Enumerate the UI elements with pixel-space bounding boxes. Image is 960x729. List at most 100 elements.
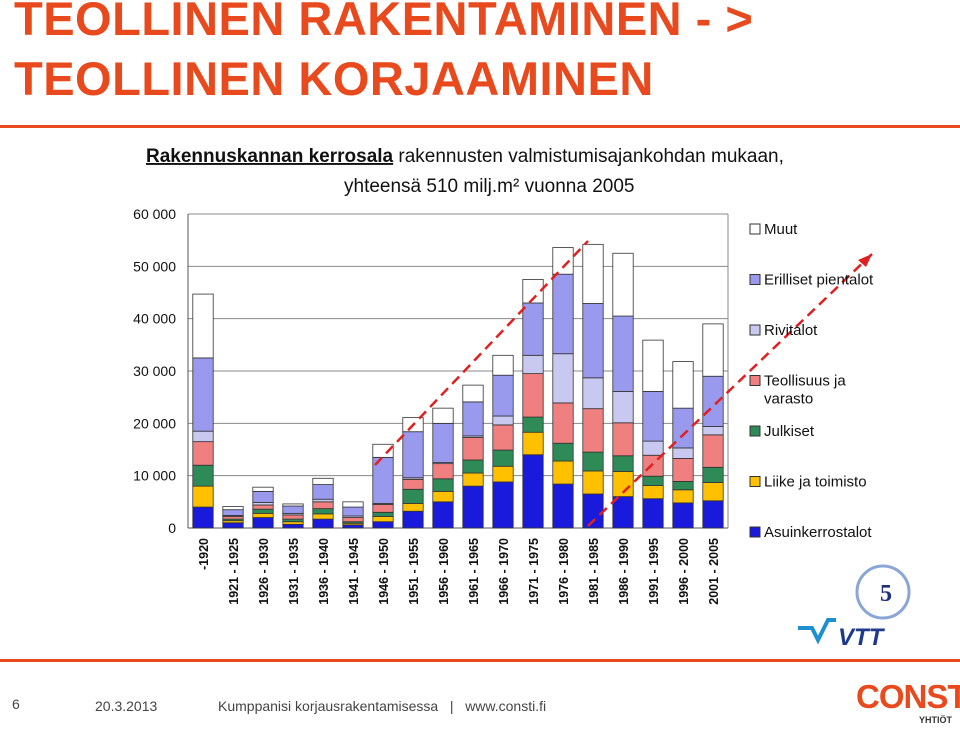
x-tick-label: 1931 - 1935 bbox=[287, 538, 301, 605]
bar-segment bbox=[432, 501, 454, 529]
bar-segment bbox=[582, 451, 604, 472]
bar-segment bbox=[702, 434, 724, 468]
bar-segment bbox=[642, 498, 664, 529]
bar-segment bbox=[342, 524, 364, 529]
bar-segment bbox=[432, 490, 454, 503]
trend-arrowhead bbox=[858, 254, 872, 267]
bar-segment bbox=[462, 459, 484, 474]
bar-segment bbox=[612, 315, 634, 392]
bar-segment bbox=[492, 374, 514, 417]
bar-segment bbox=[222, 509, 244, 516]
bar-segment bbox=[522, 431, 544, 456]
x-tick-label: 1986 - 1990 bbox=[617, 538, 631, 605]
x-tick-label: 2001 - 2005 bbox=[707, 538, 721, 605]
bar-segment bbox=[552, 247, 574, 275]
slide-title-line1: TEOLLINEN RAKENTAMINEN - > bbox=[14, 0, 754, 45]
bar-segment bbox=[462, 472, 484, 487]
y-tick-label: 10 000 bbox=[133, 468, 176, 484]
chart-subtitle: yhteensä 510 milj.m² vuonna 2005 bbox=[344, 176, 634, 197]
bar-segment bbox=[552, 442, 574, 462]
legend-label: Julkiset bbox=[764, 423, 815, 440]
chart-title-bold: Rakennuskannan kerrosala bbox=[146, 146, 394, 167]
bar-segment bbox=[282, 503, 304, 507]
bar-segment bbox=[672, 361, 694, 409]
bar-segment bbox=[672, 447, 694, 459]
bar-segment bbox=[642, 339, 664, 392]
bar-segment bbox=[522, 416, 544, 433]
bar-segment bbox=[252, 504, 274, 510]
bar-segment bbox=[372, 443, 394, 458]
bar-segment bbox=[492, 449, 514, 467]
bar-segment bbox=[552, 353, 574, 404]
legend-label: Teollisuus ja varasto bbox=[764, 373, 846, 408]
bar-segment bbox=[702, 426, 724, 436]
vtt-text: VTT bbox=[838, 624, 886, 651]
bar-segment bbox=[492, 415, 514, 426]
legend-swatch bbox=[749, 425, 761, 437]
bar-segment bbox=[582, 408, 604, 453]
bar-segment bbox=[402, 431, 424, 479]
bar-segment bbox=[462, 437, 484, 461]
consti-logo: CONSTI YHTIÖT bbox=[856, 678, 960, 725]
bar-segment bbox=[552, 273, 574, 355]
bar-segment bbox=[522, 454, 544, 529]
x-tick-label: 1956 - 1960 bbox=[437, 538, 451, 605]
legend-swatch bbox=[749, 476, 761, 487]
trend-lines bbox=[374, 240, 873, 527]
bar-segment bbox=[342, 501, 364, 508]
x-tick-label: 1921 - 1925 bbox=[227, 538, 241, 605]
y-tick-label: 0 bbox=[168, 520, 176, 536]
bar-segment bbox=[492, 354, 514, 376]
bar-segment bbox=[672, 481, 694, 491]
bar-segment bbox=[372, 504, 394, 513]
vtt-logo: VTT bbox=[798, 618, 886, 651]
bar-segment bbox=[642, 391, 664, 442]
x-tick-label: 1926 - 1930 bbox=[257, 538, 271, 605]
bar-segment bbox=[312, 508, 334, 515]
bar-segment bbox=[372, 511, 394, 517]
bar-segment bbox=[402, 488, 424, 504]
bar-segment bbox=[582, 377, 604, 410]
bar-segment bbox=[192, 506, 214, 529]
bar-segment bbox=[672, 457, 694, 482]
bar-segment bbox=[492, 424, 514, 451]
x-tick-label: -1920 bbox=[197, 538, 211, 570]
page-number: 6 bbox=[12, 696, 20, 712]
consti-logo-subtext: YHTIÖT bbox=[919, 715, 953, 725]
bar-segment bbox=[552, 460, 574, 485]
x-tick-label: 1991 - 1995 bbox=[647, 538, 661, 605]
x-tick-label: 1936 - 1940 bbox=[317, 538, 331, 605]
x-tick-label: 1961 - 1965 bbox=[467, 538, 481, 605]
bar-segment bbox=[612, 252, 634, 317]
bar-segment bbox=[432, 422, 454, 463]
bar-segment bbox=[552, 402, 574, 444]
bar-segment bbox=[642, 475, 664, 487]
y-tick-label: 40 000 bbox=[133, 311, 176, 327]
bar-segment bbox=[492, 465, 514, 483]
bar-segment bbox=[342, 506, 364, 517]
bar-segment bbox=[642, 440, 664, 456]
bar-segment bbox=[582, 303, 604, 379]
bar-segment bbox=[522, 302, 544, 356]
chart-title: Rakennuskannan kerrosala rakennusten val… bbox=[146, 146, 784, 167]
bar-segment bbox=[282, 514, 304, 520]
bar-segment bbox=[612, 391, 634, 424]
badge-circle bbox=[855, 564, 911, 620]
x-tick-labels: -1920 1921 - 1925 1926 - 1930 1931 - 1935 19… bbox=[197, 538, 721, 605]
bar-segment bbox=[222, 522, 244, 529]
bar-segment bbox=[192, 430, 214, 443]
legend-swatch bbox=[749, 223, 761, 235]
legend: Muut Erilliset pientalot Rivitalot Teollisu… bbox=[749, 221, 874, 541]
x-tick-label: 1966 - 1970 bbox=[497, 538, 511, 605]
bar-segment bbox=[492, 481, 514, 529]
trend-line-up bbox=[374, 240, 589, 466]
bar-segment bbox=[702, 375, 724, 427]
legend-label: Erilliset pientalot bbox=[764, 272, 874, 289]
bar-segment bbox=[432, 407, 454, 424]
bar-segment bbox=[312, 513, 334, 520]
top-divider bbox=[0, 125, 960, 128]
bar-segment bbox=[432, 478, 454, 492]
bar-segment bbox=[612, 496, 634, 529]
chart-title-rest: rakennusten valmistumisajankohdan mukaan… bbox=[393, 146, 784, 167]
bar-segment bbox=[222, 506, 244, 511]
